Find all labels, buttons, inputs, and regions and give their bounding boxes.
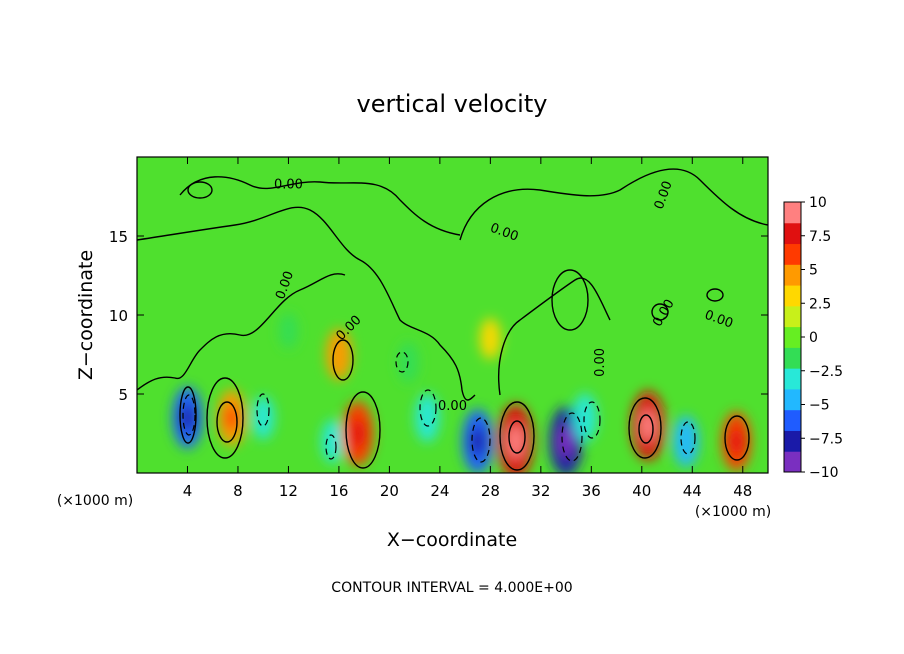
field-cell (673, 415, 699, 468)
x-tick-label: 36 (582, 482, 601, 500)
x-tick-label: 8 (233, 482, 243, 500)
x-tick-label: 44 (683, 482, 702, 500)
colorbar-tick-label: −2.5 (809, 364, 843, 380)
contour-closed (499, 401, 535, 471)
contour-closed (216, 401, 238, 443)
contour-closed-negative (471, 417, 491, 463)
field-cell (414, 393, 440, 443)
contour-closed (206, 377, 244, 459)
field-cell (251, 395, 275, 440)
x-tick-label: 16 (329, 482, 348, 500)
x-tick-label: 24 (430, 482, 449, 500)
contour-closed (706, 288, 724, 302)
field-cell (321, 419, 344, 464)
colorbar-segment (784, 451, 801, 473)
contour-closed (551, 269, 589, 331)
x-tick-label: 48 (733, 482, 752, 500)
colorbar-tick-label: −7.5 (809, 431, 843, 447)
colorbar-tick-label: 7.5 (809, 229, 831, 245)
x-tick-label: 40 (632, 482, 651, 500)
contour-interval-text: CONTOUR INTERVAL = 4.000E+00 (331, 580, 572, 596)
x-tick-label: 32 (531, 482, 550, 500)
colorbar-segment (784, 409, 801, 431)
colorbar-tick-label: 0 (809, 330, 818, 346)
colorbar-segment (784, 202, 801, 224)
x-tick-label: 28 (481, 482, 500, 500)
x-unit-left: (×1000 m) (57, 493, 133, 509)
contour-closed-negative (583, 401, 601, 439)
y-axis-label: Z−coordinate (75, 250, 97, 380)
colorbar: 10 7.5 5 2.5 0 −2.5 −5 −7.5 −10 (783, 195, 843, 481)
colorbar-segment (784, 326, 801, 348)
colorbar-segment (784, 243, 801, 265)
colorbar-tick-label: −5 (809, 398, 830, 414)
x-axis-ticks: 4 8 12 16 20 24 28 32 36 40 44 48 (183, 157, 752, 500)
contour-closed-negative (256, 393, 270, 427)
field-cell-core (640, 409, 656, 442)
field-cell (572, 393, 598, 443)
colorbar-segment (784, 368, 801, 390)
contour-closed (508, 420, 526, 454)
contour-label: 0.00 (593, 348, 608, 377)
colorbar-segment (784, 305, 801, 328)
x-tick-label: 12 (279, 482, 298, 500)
field-cell-core (350, 419, 365, 448)
contour-closed-negative (325, 434, 337, 460)
plot-area: 0.000.000.000.000.000.000.00 0.000.00 (137, 157, 768, 473)
colorbar-tick-label: 5 (809, 263, 818, 279)
field-cell-core (558, 425, 574, 458)
colorbar-segment (784, 222, 801, 245)
contour-label: 0.00 (274, 178, 303, 193)
contour-line (498, 277, 611, 396)
colorbar-segment (784, 388, 801, 411)
negative-contour-lines (182, 351, 696, 463)
y-tick-label: 10 (109, 307, 128, 325)
colorbar-tick-label: −10 (809, 465, 839, 481)
contour-closed (345, 391, 381, 469)
contour-closed-negative (395, 351, 409, 373)
contour-closed (187, 181, 213, 199)
field-cell (325, 328, 352, 381)
contour-closed-negative (182, 394, 196, 436)
colorbar-segment (784, 430, 801, 452)
contour-closed (638, 414, 654, 444)
x-unit-right: (×1000 m) (695, 504, 771, 520)
contour-closed-negative (561, 412, 583, 462)
contour-line (137, 273, 346, 391)
contour-closed (628, 397, 662, 459)
colorbar-tick-label: 10 (809, 195, 827, 211)
contour-line (137, 206, 476, 401)
y-tick-label: 5 (118, 386, 128, 404)
field-cell (278, 312, 299, 349)
colorbar-segment (784, 347, 801, 369)
contour-closed-negative (680, 421, 696, 455)
x-tick-label: 20 (380, 482, 399, 500)
contour-line (179, 176, 461, 236)
colorbar-segment (784, 285, 801, 307)
x-tick-label: 4 (183, 482, 193, 500)
contour-lines (137, 168, 768, 471)
contour-closed (332, 339, 354, 381)
x-axis-label: X−coordinate (387, 529, 517, 551)
colorbar-segment (784, 264, 801, 286)
contour-label: 0.00 (438, 399, 467, 414)
field-cell-core (729, 428, 744, 455)
contour-closed (651, 303, 669, 321)
contour-closed (724, 415, 750, 461)
field-cell-core (470, 426, 485, 456)
contour-line (459, 168, 768, 241)
contour-closed (179, 386, 197, 444)
chart-title: vertical velocity (357, 90, 548, 118)
contour-closed-negative (419, 389, 437, 427)
field-cell (479, 318, 502, 360)
y-axis-ticks: 5 10 15 (109, 228, 768, 404)
y-tick-label: 15 (109, 228, 128, 246)
colorbar-tick-label: 2.5 (809, 296, 831, 312)
